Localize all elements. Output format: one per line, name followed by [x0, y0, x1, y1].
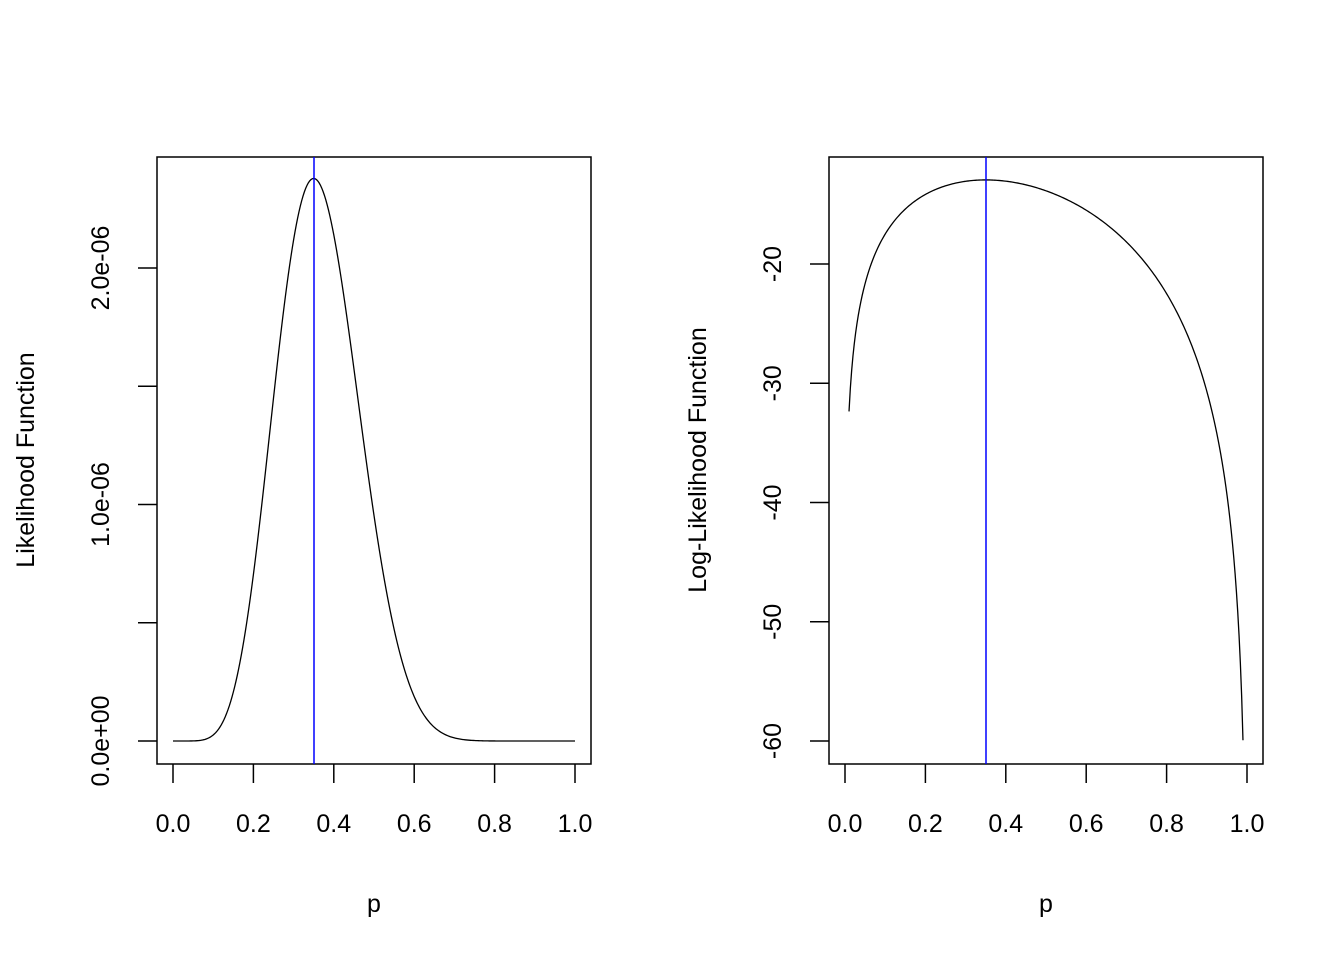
x-tick-label: 0.8: [477, 810, 512, 838]
y-tick-label: -20: [759, 246, 787, 282]
x-tick-label: 0.4: [988, 810, 1023, 838]
x-tick-label: 0.8: [1149, 810, 1184, 838]
left-plot-frame: [156, 156, 592, 765]
y-tick-label: 0.0e+00: [87, 695, 115, 786]
left-x-axis-label: p: [367, 890, 381, 918]
x-tick-label: 1.0: [1230, 810, 1265, 838]
x-tick-label: 0.6: [397, 810, 432, 838]
right-y-axis-label: Log-Likelihood Function: [684, 327, 712, 592]
y-tick-label: 1.0e-06: [87, 462, 115, 547]
x-tick-label: 0.6: [1069, 810, 1104, 838]
left-panel: 0.0 0.2 0.4 0.6 0.8 1.0 0.0e+00 1.0e-06 2.0e-06…: [12, 156, 593, 918]
x-tick-label: 0.4: [316, 810, 351, 838]
x-tick-label: 0.2: [908, 810, 943, 838]
x-tick-label: 0.2: [236, 810, 271, 838]
right-plot-frame: [828, 156, 1264, 765]
x-tick-label: 0.0: [156, 810, 191, 838]
left-y-axis-label: Likelihood Function: [12, 352, 40, 567]
y-tick-label: 2.0e-06: [87, 226, 115, 311]
left-y-axis: 0.0e+00 1.0e-06 2.0e-06: [87, 226, 157, 787]
x-tick-label: 1.0: [558, 810, 593, 838]
right-x-axis: 0.0 0.2 0.4 0.6 0.8 1.0: [828, 764, 1265, 838]
right-panel: 0.0 0.2 0.4 0.6 0.8 1.0 -20 -30 -40 -50 -60 p Log…: [684, 156, 1265, 918]
y-tick-label: -30: [759, 365, 787, 401]
y-tick-label: -60: [759, 723, 787, 759]
y-tick-label: -40: [759, 484, 787, 520]
right-y-axis: -20 -30 -40 -50 -60: [759, 246, 829, 759]
log-likelihood-curve: [848, 179, 1244, 741]
y-tick-label: -50: [759, 604, 787, 640]
right-x-axis-label: p: [1039, 890, 1053, 918]
likelihood-curve: [173, 177, 575, 742]
x-tick-label: 0.0: [828, 810, 863, 838]
left-x-axis: 0.0 0.2 0.4 0.6 0.8 1.0: [156, 764, 593, 838]
